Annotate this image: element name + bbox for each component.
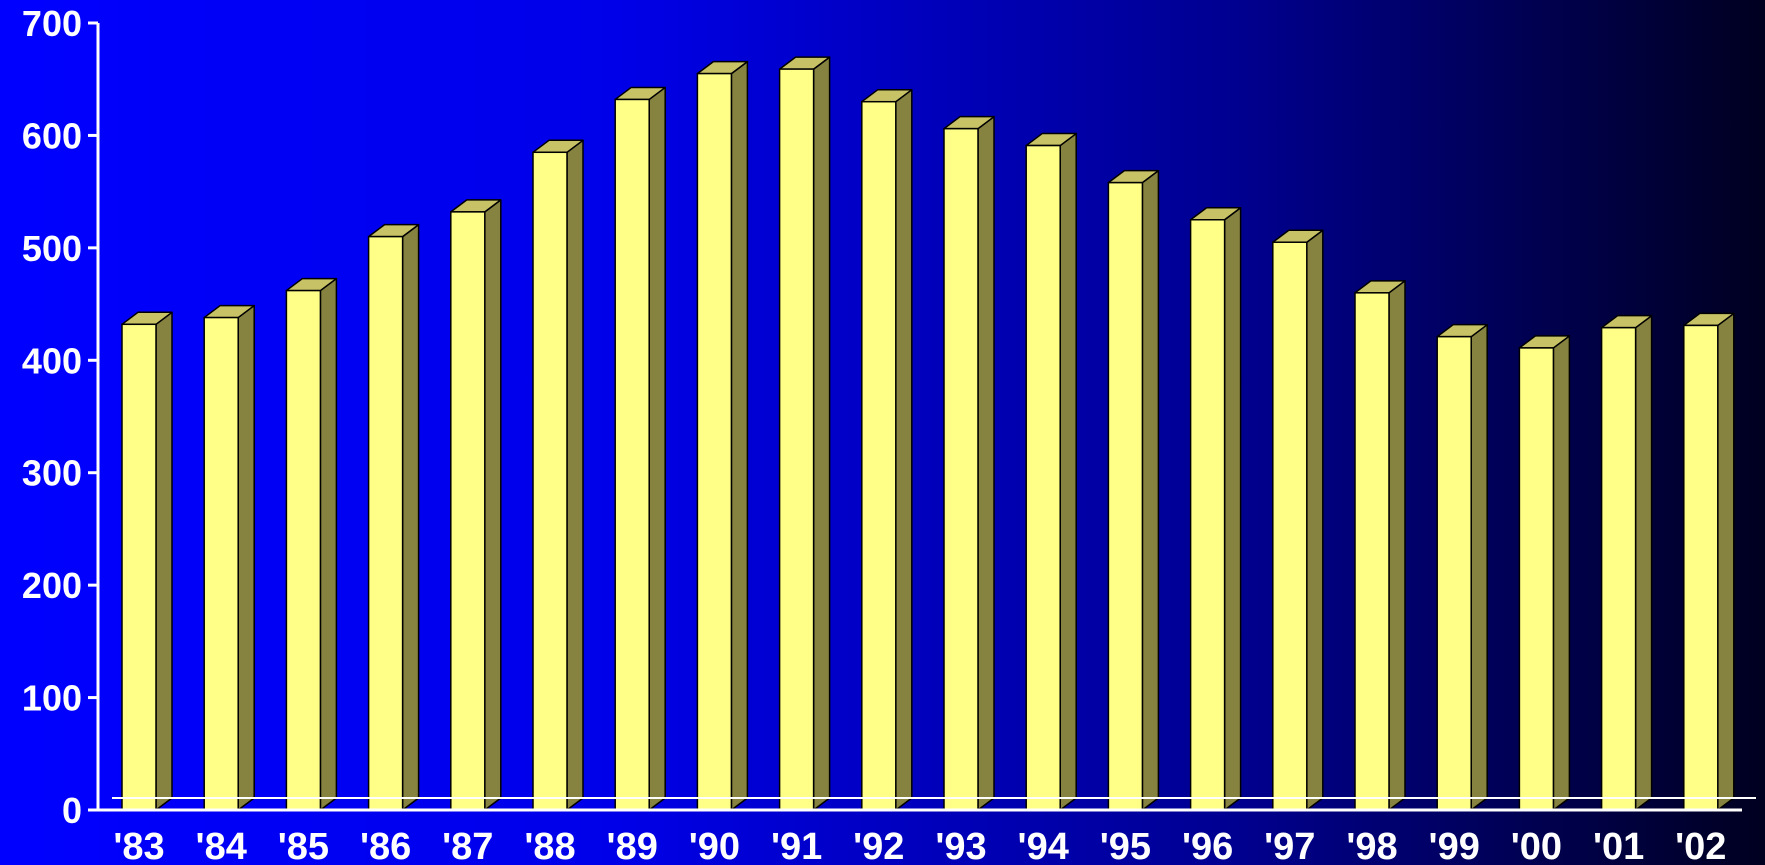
bar-side-face <box>484 199 502 811</box>
bar <box>943 115 995 811</box>
bar <box>778 56 831 811</box>
x-tick-label: '92 <box>853 826 904 865</box>
bar <box>1189 207 1242 811</box>
bar-front-face <box>1354 292 1390 811</box>
x-tick-label: '84 <box>196 826 247 865</box>
bar <box>1600 314 1653 811</box>
y-tick-label: 600 <box>22 115 82 156</box>
bar-side-face <box>319 277 338 811</box>
bar-side-face <box>155 311 173 811</box>
x-tick-label: '88 <box>524 826 575 865</box>
bar-front-face <box>532 151 568 811</box>
y-tick-label: 500 <box>22 228 82 269</box>
x-tick-label: '90 <box>689 826 740 865</box>
bar-front-face <box>1107 181 1144 811</box>
bar-front-face <box>1600 326 1637 811</box>
bar <box>614 86 666 811</box>
bar-side-face <box>1306 229 1324 811</box>
bar-front-face <box>1436 335 1472 811</box>
bar <box>367 223 420 811</box>
bar-side-face <box>1223 207 1242 811</box>
bar-front-face <box>1189 219 1226 811</box>
bar-side-face <box>401 223 420 811</box>
x-tick-label: '87 <box>442 826 493 865</box>
bar <box>861 88 913 811</box>
bar-side-face <box>1388 280 1406 811</box>
x-tick-label: '95 <box>1100 826 1151 865</box>
x-axis: '83 '84 '85 '86 '87 '88 '89 '90 '91 '92 '93 '94 '95 '… <box>98 797 1756 865</box>
x-tick-label: '85 <box>278 826 329 865</box>
y-tick-label: 100 <box>22 678 82 719</box>
bar-side-face <box>1552 335 1571 811</box>
x-tick-label: '83 <box>113 826 164 865</box>
bar-side-face <box>1141 169 1160 811</box>
x-tick-label: '93 <box>935 826 986 865</box>
bar <box>1354 280 1406 811</box>
x-tick-label: '86 <box>360 826 411 865</box>
x-tick-label: '02 <box>1675 826 1726 865</box>
bar-side-face <box>730 60 749 811</box>
bar-side-face <box>895 88 913 811</box>
bar-front-face <box>203 316 239 811</box>
x-tick-label: '01 <box>1593 826 1644 865</box>
bar <box>285 277 338 811</box>
x-tick-label: '97 <box>1264 826 1315 865</box>
bar <box>1436 323 1488 811</box>
bar-front-face <box>696 72 733 811</box>
bar-front-face <box>861 100 897 811</box>
y-tick-label: 700 <box>22 3 82 44</box>
y-tick-label: 400 <box>22 340 82 381</box>
bar-front-face <box>121 323 157 811</box>
bar <box>532 139 584 811</box>
x-tick-label: '96 <box>1182 826 1233 865</box>
y-tick-label: 200 <box>22 565 82 606</box>
bar <box>1518 335 1571 811</box>
y-tick-label: 0 <box>62 790 82 831</box>
bar <box>1683 312 1735 811</box>
bar-side-face <box>237 304 255 811</box>
bar-side-face <box>977 115 995 811</box>
bar-side-face <box>648 86 666 811</box>
bar <box>450 199 502 811</box>
bar-front-face <box>1683 324 1719 811</box>
y-axis: 0 100 200 300 400 500 600 700 <box>22 3 100 831</box>
bar <box>1107 169 1160 811</box>
bar-front-face <box>1272 241 1308 811</box>
bar <box>1025 132 1077 811</box>
bar-front-face <box>450 211 486 811</box>
bar-front-face <box>778 68 815 811</box>
bar-front-face <box>285 289 322 811</box>
bar-side-face <box>1470 323 1488 811</box>
x-tick-label: '94 <box>1018 826 1069 865</box>
bars <box>121 56 1735 811</box>
bar <box>1272 229 1324 811</box>
x-tick-label: '98 <box>1346 826 1397 865</box>
bar-front-face <box>367 235 404 811</box>
bar-side-face <box>812 56 831 811</box>
x-tick-label: '89 <box>607 826 658 865</box>
bar-side-face <box>1717 312 1735 811</box>
bar-side-face <box>1634 314 1653 811</box>
bar-side-face <box>1059 132 1077 811</box>
x-tick-label: '00 <box>1511 826 1562 865</box>
bar-side-face <box>566 139 584 811</box>
x-tick-label: '99 <box>1429 826 1480 865</box>
bar-front-face <box>1518 347 1555 811</box>
bar-front-face <box>614 98 650 811</box>
bar <box>121 311 173 811</box>
y-tick-label: 300 <box>22 453 82 494</box>
bar-front-face <box>1025 144 1061 811</box>
bar <box>203 304 255 811</box>
bar <box>696 60 749 811</box>
bar-front-face <box>943 127 979 811</box>
x-tick-label: '91 <box>771 826 822 865</box>
